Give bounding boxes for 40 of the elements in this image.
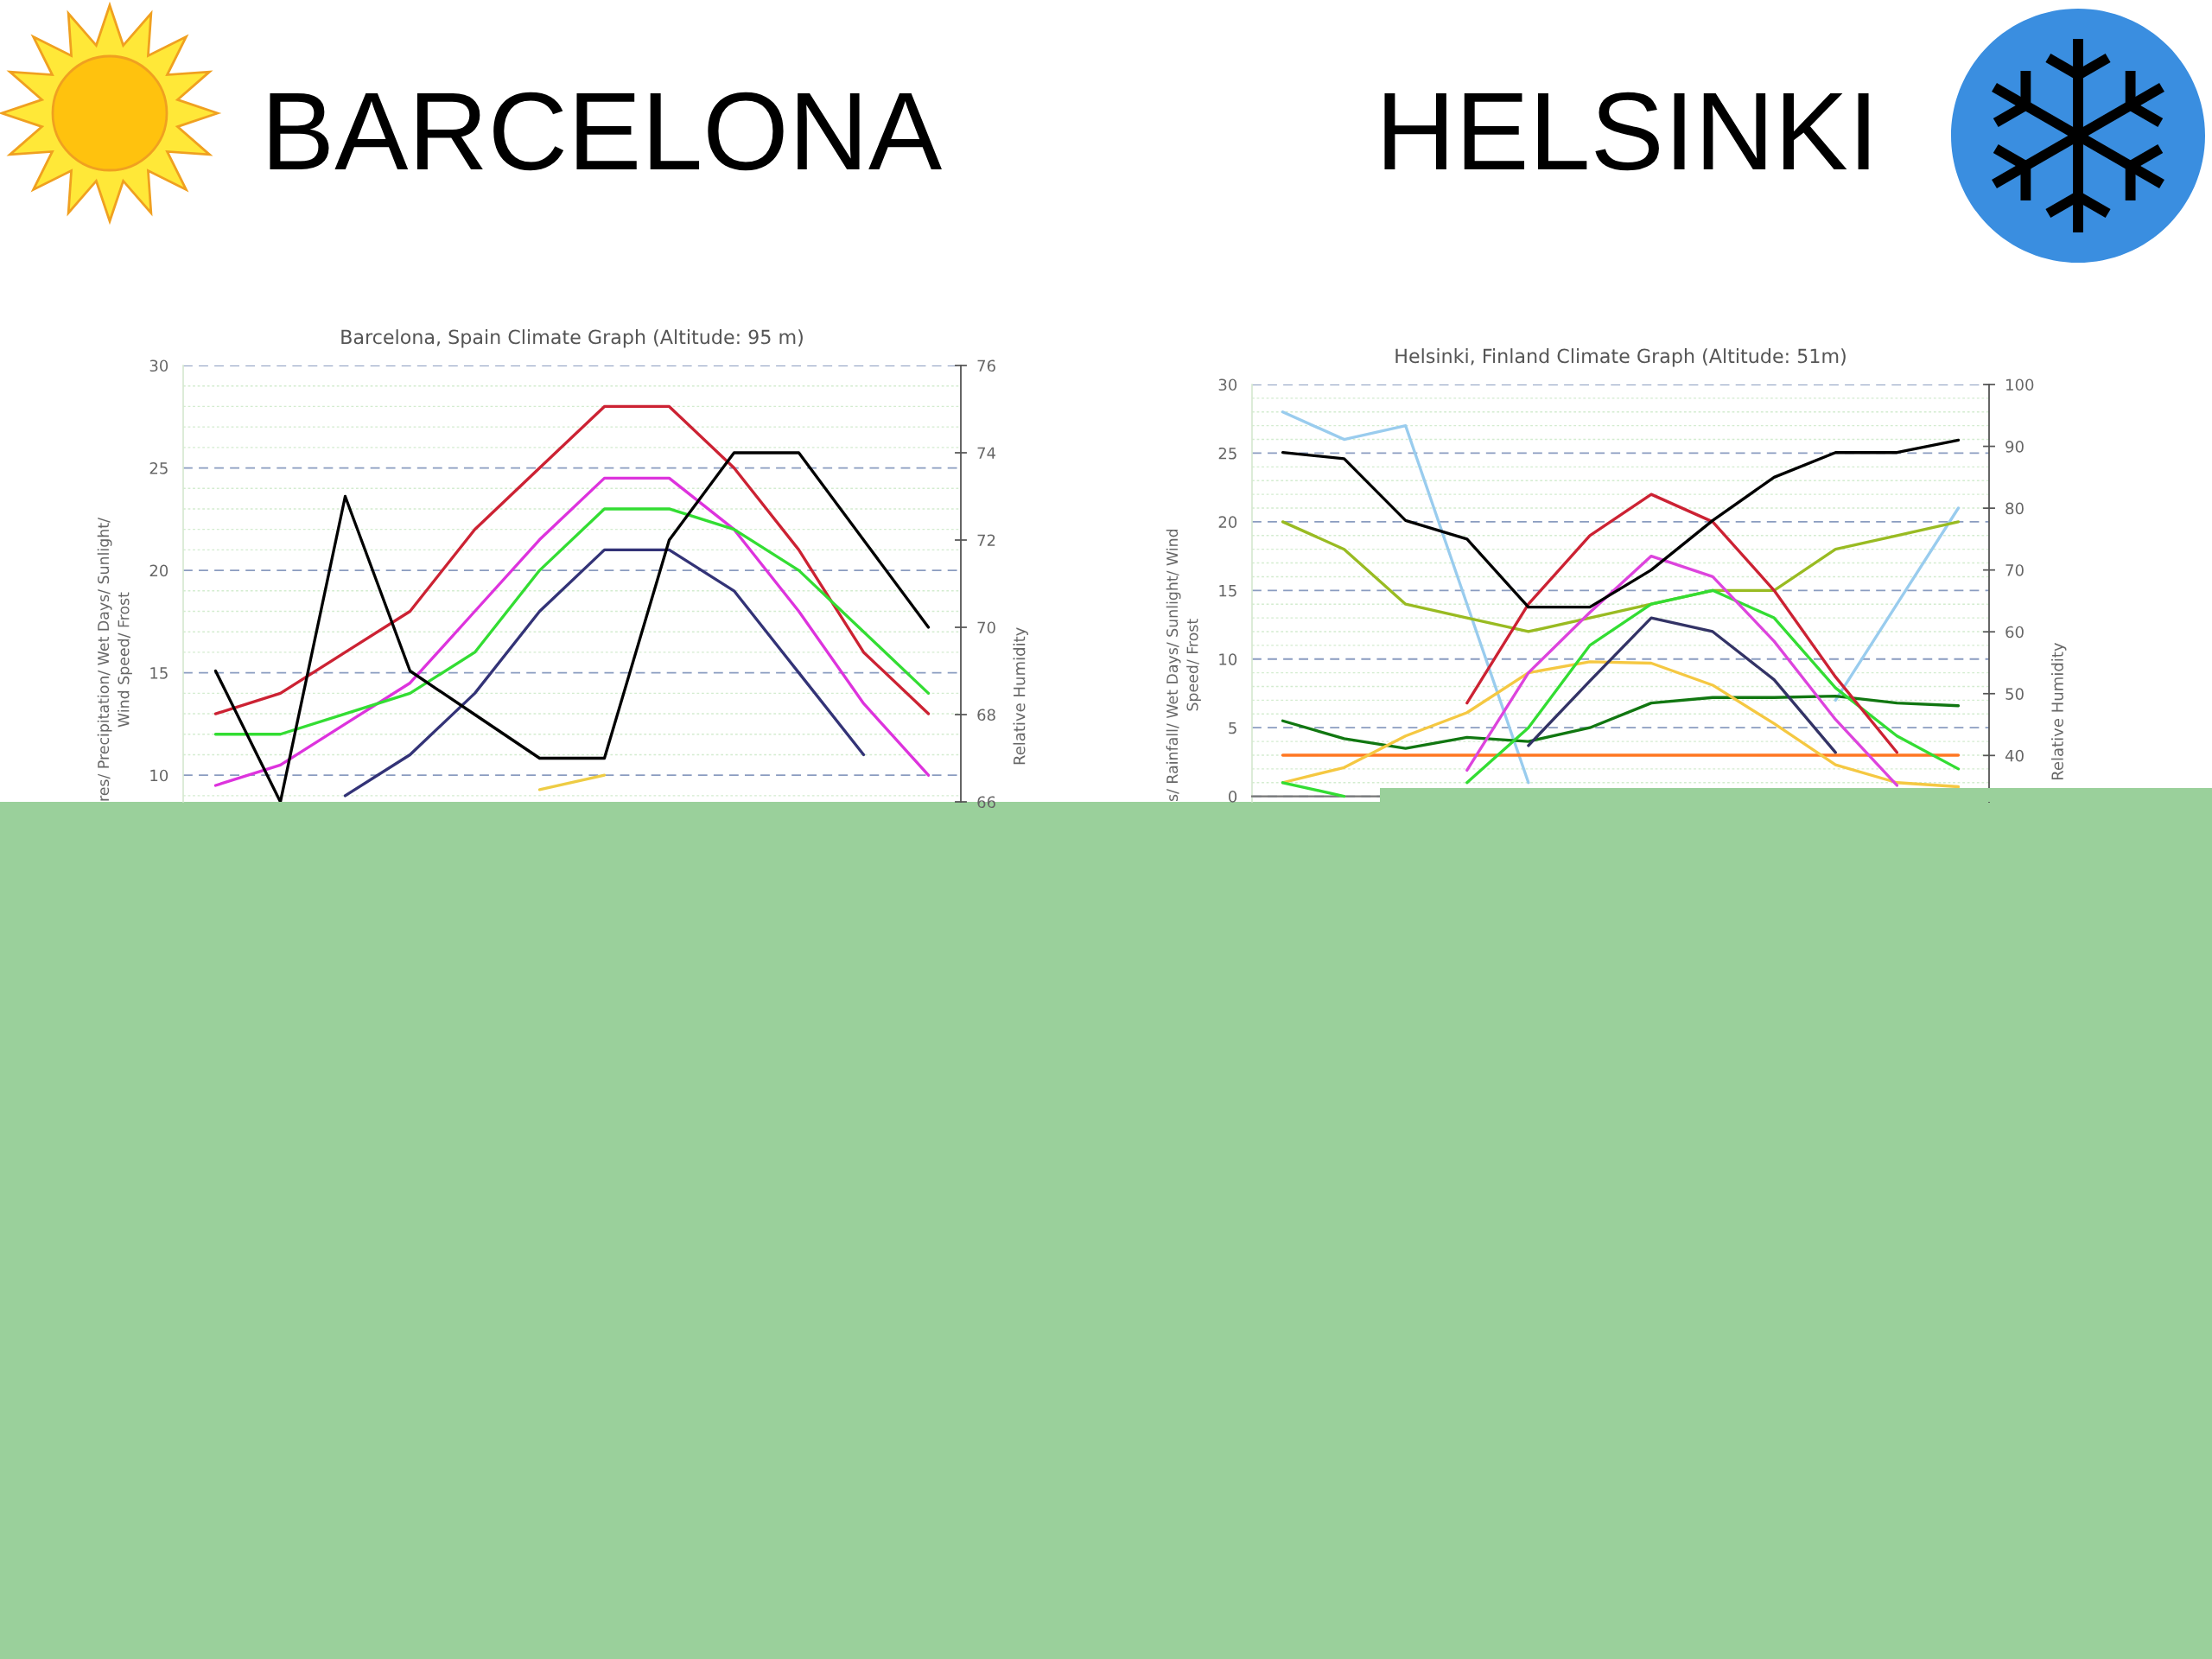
y2-tick-label: 72 bbox=[977, 534, 995, 546]
y-tick-label: 0 bbox=[1229, 791, 1237, 803]
y-tick-label: 20 bbox=[1218, 516, 1237, 528]
y2-tick-label: 60 bbox=[2005, 626, 2024, 639]
line-series bbox=[213, 507, 931, 736]
chart-subtitle: Helsinki, Finland Climate Graph (Altitude: 51m) bbox=[1395, 348, 1846, 367]
y2-tick-label: 100 bbox=[2006, 378, 2034, 391]
y2-tick-label: 90 bbox=[2005, 441, 2024, 453]
line-series bbox=[1465, 554, 1899, 787]
y-tick-label: 25 bbox=[1218, 447, 1236, 460]
y2-axis-title: Relative Humidity bbox=[1013, 627, 1028, 765]
y2-tick-label: 80 bbox=[2005, 502, 2024, 515]
y-tick-label: 10 bbox=[150, 769, 168, 782]
y-axis-title: s/ Rainfall/ Wet Days/ Sunlight/ Wind Speed/ Frost bbox=[1166, 529, 1201, 802]
y-tick-label: 20 bbox=[149, 564, 168, 577]
line-series bbox=[1281, 694, 1961, 750]
y-axis-title: res/ Precipitation/ Wet Days/ Sunlight/ Wind Speed/ Frost bbox=[97, 518, 132, 801]
y2-tick-label: 50 bbox=[2005, 688, 2024, 700]
y-tick-label: 10 bbox=[1219, 653, 1237, 665]
y-tick-label: 30 bbox=[1218, 378, 1237, 391]
chart-title: HELSINKI bbox=[1384, 92, 1869, 171]
line-series bbox=[343, 548, 866, 798]
y2-tick-label: 70 bbox=[2005, 564, 2024, 576]
chart-subtitle: Barcelona, Spain Climate Graph (Altitude: 95 m) bbox=[341, 329, 803, 348]
y-tick-label: 15 bbox=[150, 667, 168, 679]
line-series bbox=[1465, 493, 1899, 754]
y2-tick-label: 70 bbox=[977, 621, 995, 634]
y2-tick-label: 68 bbox=[977, 709, 995, 721]
y2-axis-title: Relative Humidity bbox=[2050, 642, 2067, 780]
line-series bbox=[1281, 438, 1961, 609]
y2-tick-label: 40 bbox=[2005, 749, 2024, 762]
y-tick-label: 25 bbox=[149, 462, 168, 474]
y-tick-label: 15 bbox=[1219, 585, 1236, 597]
y2-tick-label: 74 bbox=[977, 447, 996, 459]
line-series bbox=[213, 404, 931, 715]
y-tick-label: 30 bbox=[149, 359, 168, 372]
chart-title: BARCELONA bbox=[270, 92, 942, 171]
y2-tick-label: 76 bbox=[977, 359, 995, 372]
line-series bbox=[1527, 616, 1837, 754]
y-tick-label: 5 bbox=[1229, 721, 1236, 734]
